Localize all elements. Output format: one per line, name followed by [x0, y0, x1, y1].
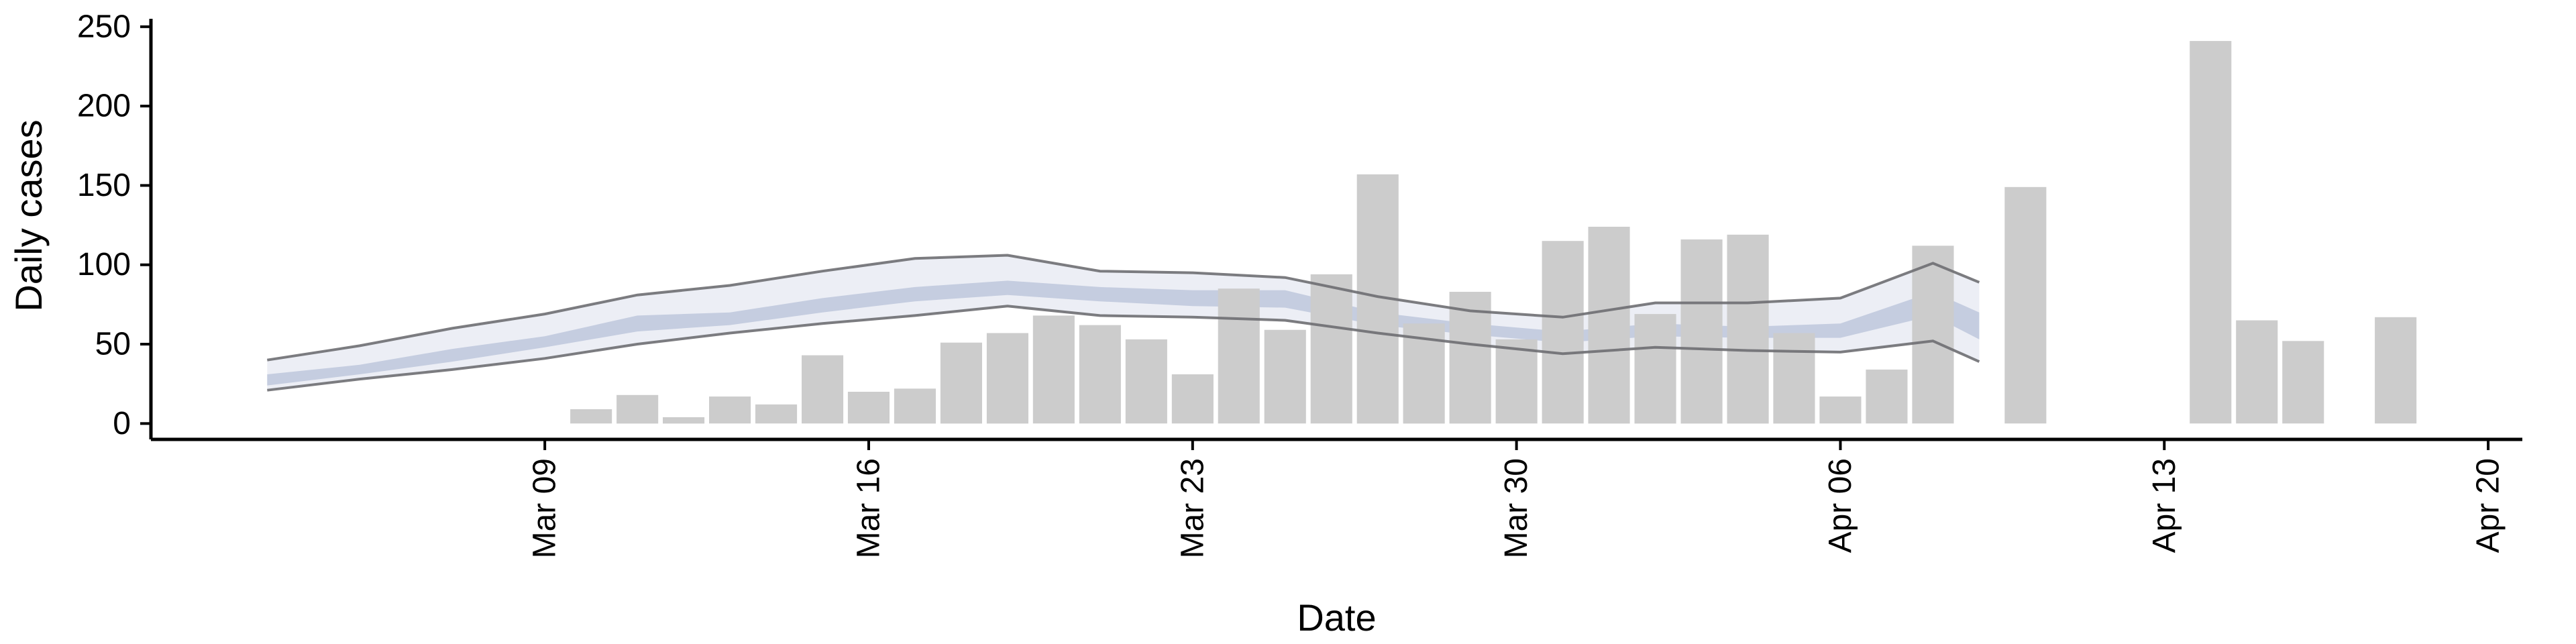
y-tick-label: 150: [77, 168, 131, 203]
bar: [2282, 341, 2324, 424]
bar: [2375, 317, 2417, 424]
bar: [894, 388, 936, 424]
bar: [1634, 314, 1676, 424]
bar: [1680, 239, 1723, 424]
bar: [709, 396, 751, 424]
bar: [1079, 325, 1121, 424]
x-tick-label: Apr 06: [1823, 458, 1858, 553]
bar: [1773, 333, 1815, 424]
bar: [1495, 339, 1538, 424]
bar: [986, 333, 1028, 424]
bar: [1542, 241, 1584, 424]
ci-lower-line: [267, 305, 1980, 392]
x-tick-label: Mar 16: [851, 458, 887, 558]
x-tick-label: Mar 23: [1175, 458, 1210, 558]
bar: [570, 409, 612, 424]
y-ticks: 0 50 100 150 200 250: [77, 9, 151, 441]
bar: [1912, 246, 1954, 424]
bar: [1032, 315, 1075, 424]
ci-band-lines: [266, 254, 1980, 392]
bar: [1218, 288, 1260, 424]
y-tick-label: 0: [113, 406, 131, 441]
bar: [1588, 227, 1630, 424]
bar: [616, 394, 659, 424]
x-tick-label: Mar 09: [527, 458, 563, 558]
bar: [1264, 329, 1306, 424]
x-tick-label: Apr 13: [2147, 458, 2182, 553]
bar: [802, 355, 844, 424]
bar: [2190, 41, 2232, 424]
y-tick-label: 250: [77, 9, 131, 44]
y-tick-label: 200: [77, 89, 131, 124]
bar: [755, 404, 798, 424]
bar: [1819, 396, 1862, 424]
bar: [1727, 234, 1769, 424]
bar: [663, 417, 705, 424]
ci-upper-line: [266, 254, 1980, 362]
bar: [2004, 186, 2047, 424]
bar: [1310, 274, 1352, 424]
bar: [1449, 292, 1491, 424]
bar: [1125, 339, 1167, 424]
x-tick-label: Mar 30: [1499, 458, 1534, 558]
bar: [1171, 374, 1214, 424]
bar: [1866, 369, 1908, 424]
x-ticks: Mar 09 Mar 16 Mar 23 Mar 30 Apr 06 Apr 13 Apr …: [527, 439, 2506, 558]
y-tick-label: 100: [77, 247, 131, 282]
bar: [940, 342, 982, 424]
bars-layer: [570, 41, 2417, 424]
y-tick-label: 50: [95, 327, 131, 362]
y-axis-title: Daily cases: [7, 119, 50, 311]
x-axis-title: Date: [1297, 596, 1376, 639]
bar: [2236, 320, 2278, 424]
axes: Mar 09 Mar 16 Mar 23 Mar 30 Apr 06 Apr 13 Apr …: [77, 9, 2522, 558]
x-tick-label: Apr 20: [2471, 458, 2506, 553]
bar: [847, 392, 890, 424]
